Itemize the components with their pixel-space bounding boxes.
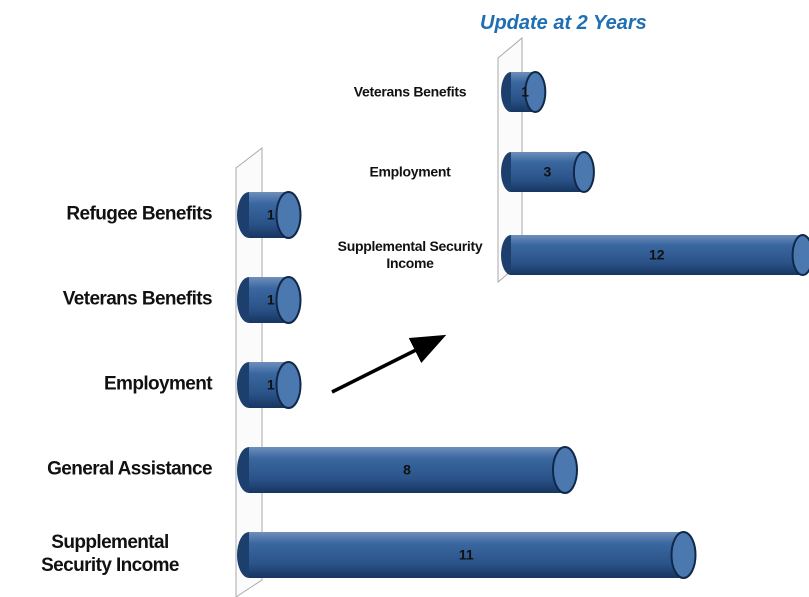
bar <box>511 152 584 192</box>
value-label: 1 <box>521 84 529 100</box>
category-label: Supplemental Security Income <box>337 238 483 271</box>
bar <box>249 532 684 578</box>
bar-cap <box>572 151 595 193</box>
category-label: Employment <box>103 373 213 395</box>
bar-cap <box>524 71 547 113</box>
category-label: Veterans Benefits <box>353 83 467 100</box>
category-label: General Assistance <box>47 458 212 480</box>
value-label: 1 <box>267 292 275 308</box>
bar-cap <box>275 191 302 239</box>
value-label: 1 <box>267 377 275 393</box>
value-label: 1 <box>267 207 275 223</box>
bar-cap <box>670 531 697 579</box>
value-label: 12 <box>649 247 665 263</box>
value-label: 3 <box>544 164 552 180</box>
arrow <box>331 334 447 394</box>
value-label: 8 <box>403 462 411 478</box>
bar <box>511 235 803 275</box>
category-label: Supplemental Security Income <box>41 532 179 576</box>
bar <box>249 447 565 493</box>
bar-cap <box>552 446 578 494</box>
bar-cap <box>275 276 302 324</box>
category-label: Employment <box>369 163 451 180</box>
category-label: Refugee Benefits <box>66 203 212 225</box>
value-label: 11 <box>459 547 474 563</box>
category-label: Veterans Benefits <box>62 288 213 310</box>
bar-cap <box>275 361 302 409</box>
bar-cap <box>791 234 809 276</box>
chart-title: Update at 2 Years <box>480 12 647 34</box>
